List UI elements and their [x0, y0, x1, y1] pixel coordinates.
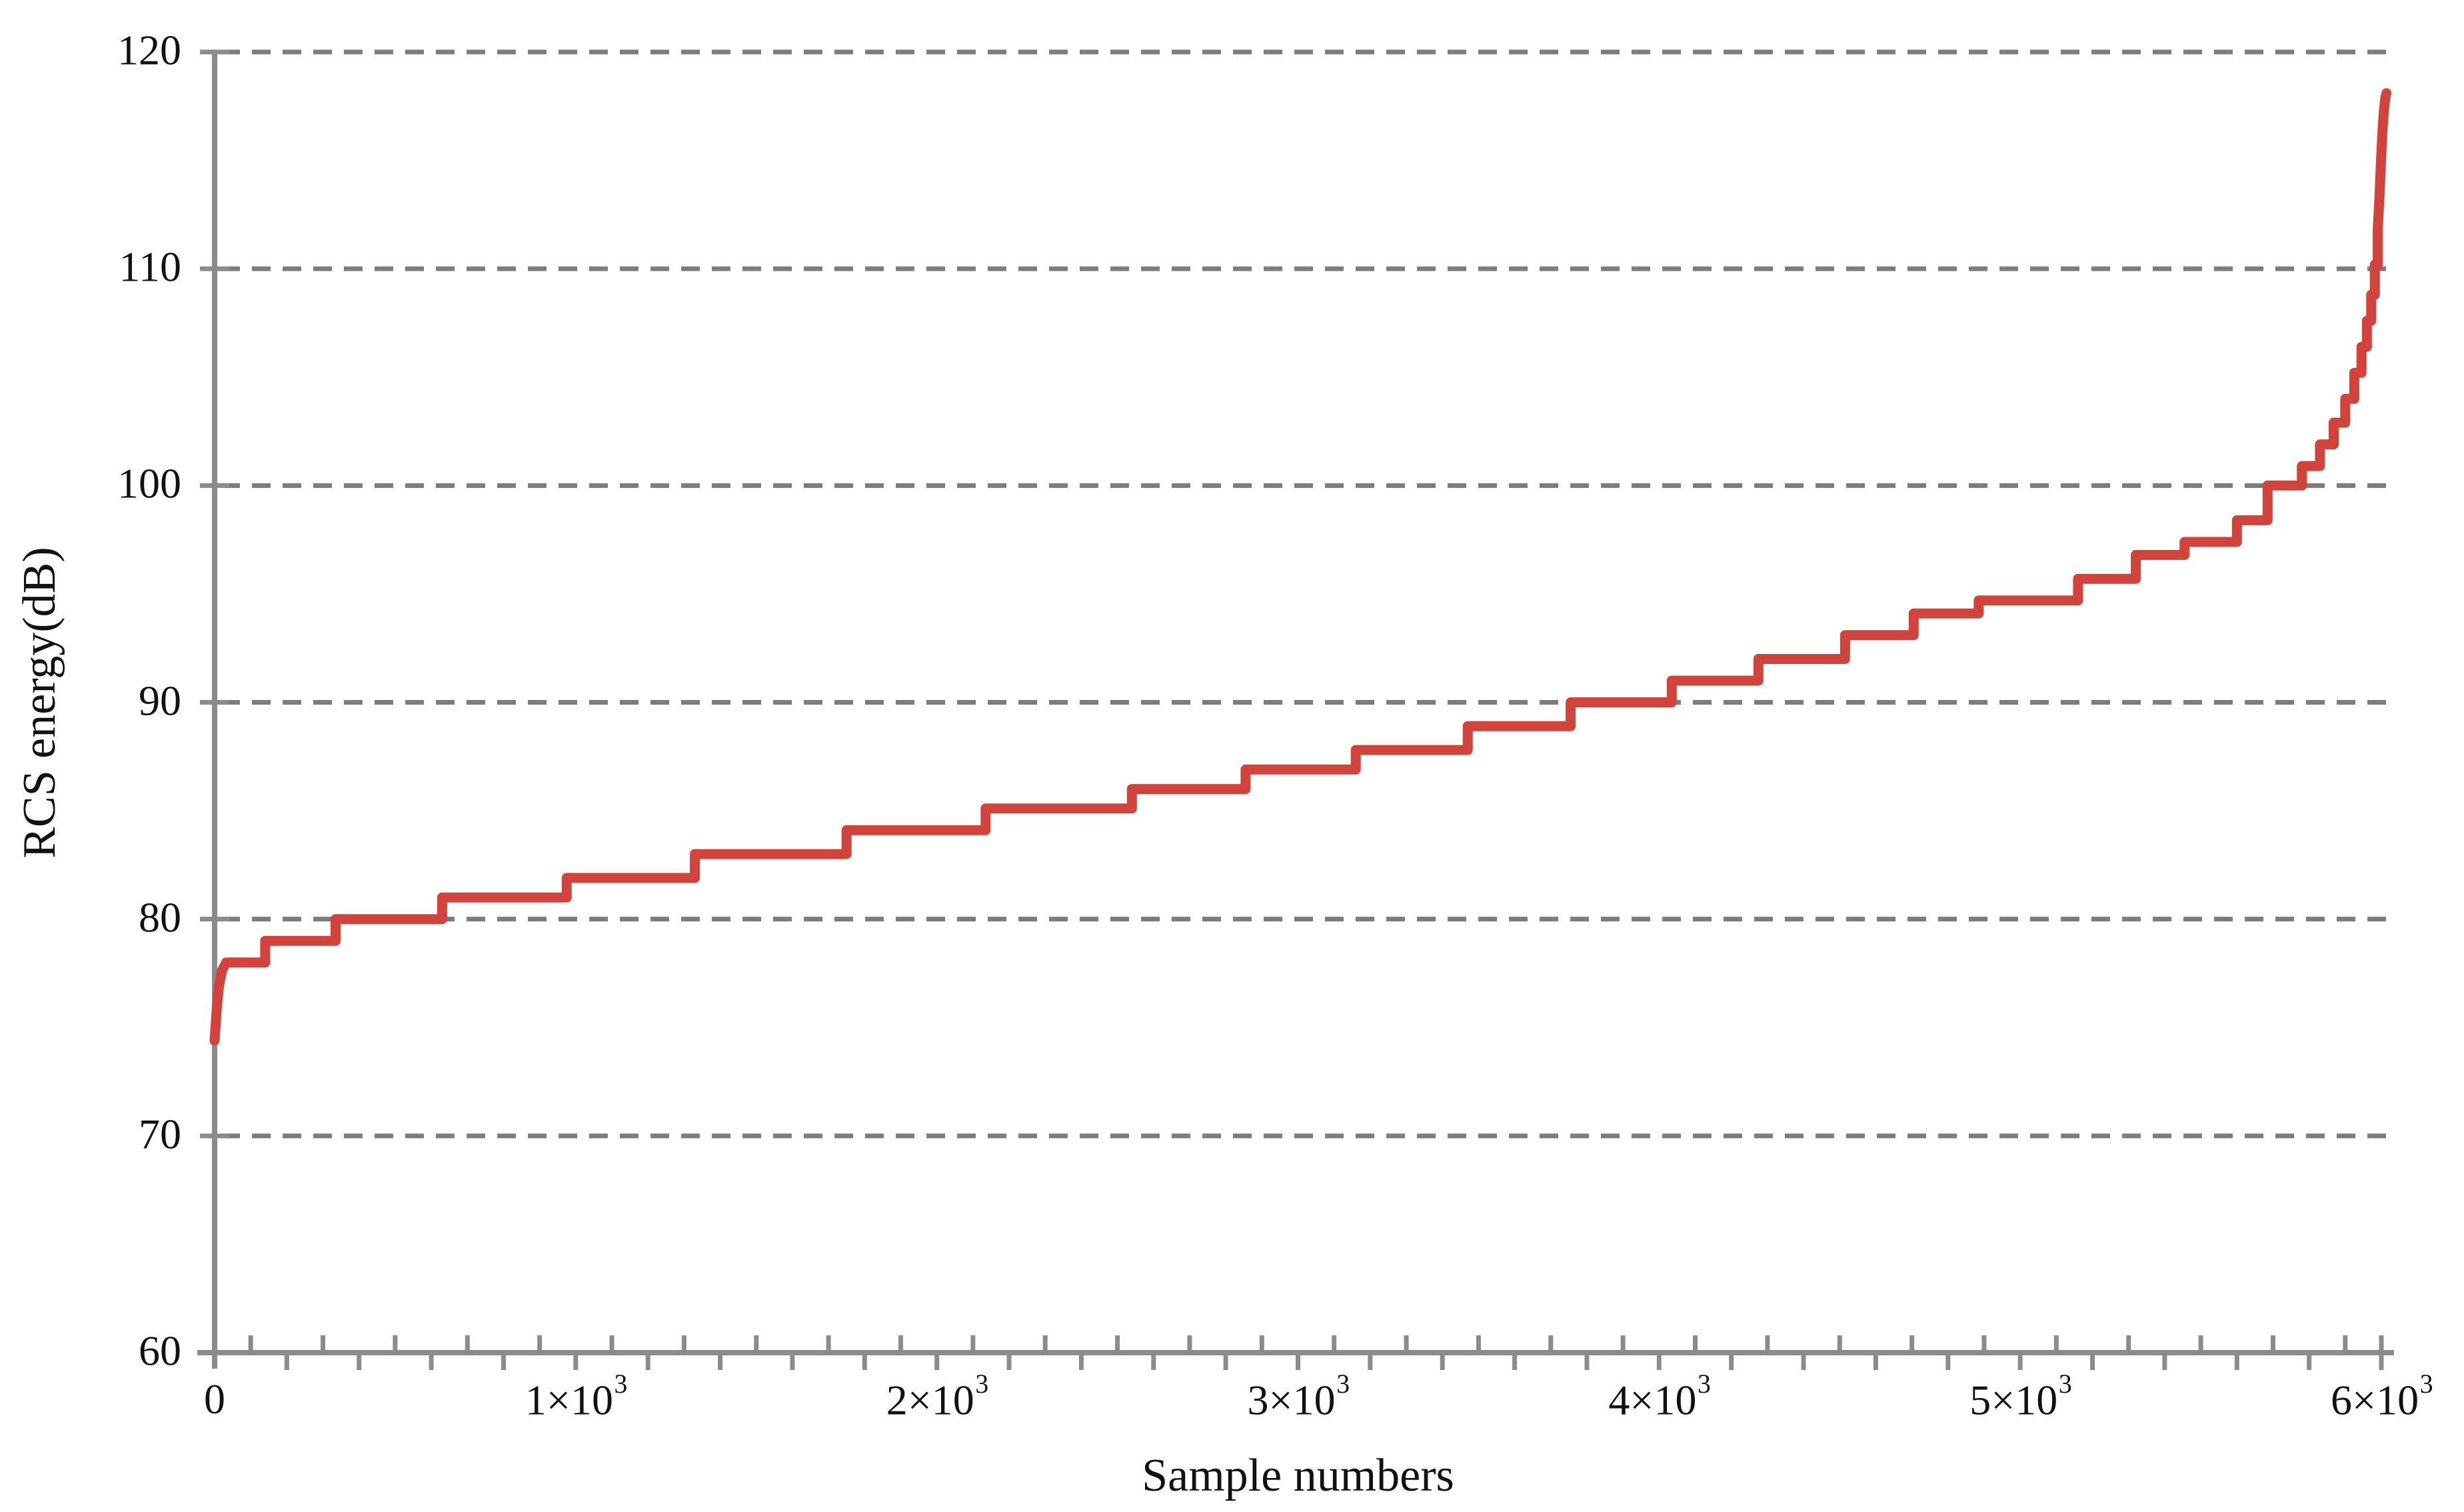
y-tick-label-100: 100 — [117, 459, 181, 507]
y-tick-label-90: 90 — [139, 676, 181, 724]
y-axis-title: RCS energy(dB) — [14, 546, 65, 859]
x-tick-label-1000: 1×103 — [525, 1369, 628, 1424]
y-tick-label-80: 80 — [139, 893, 181, 941]
x-tick-exponent: 3 — [614, 1369, 628, 1399]
x-tick-label-3000: 3×103 — [1247, 1369, 1350, 1424]
x-tick-exponent: 3 — [2419, 1369, 2433, 1399]
x-tick-exponent: 3 — [1698, 1369, 1711, 1399]
x-tick-label-6000: 6×103 — [2331, 1369, 2433, 1424]
y-tick-label-60: 60 — [139, 1327, 181, 1375]
x-tick-label-0: 0 — [204, 1375, 225, 1423]
x-axis-title: Sample numbers — [1142, 1450, 1454, 1501]
x-tick-label-2000: 2×103 — [886, 1369, 989, 1424]
y-tick-label-110: 110 — [119, 243, 181, 291]
rcs-energy-curve — [209, 88, 2392, 1046]
x-tick-exponent: 3 — [975, 1369, 989, 1399]
y-tick-label-120: 120 — [117, 26, 181, 74]
x-tick-exponent: 3 — [2058, 1369, 2072, 1399]
x-tick-label-5000: 5×103 — [1969, 1369, 2072, 1424]
x-tick-label-4000: 4×103 — [1608, 1369, 1711, 1424]
y-tick-label-70: 70 — [139, 1110, 181, 1158]
x-tick-exponent: 3 — [1336, 1369, 1350, 1399]
